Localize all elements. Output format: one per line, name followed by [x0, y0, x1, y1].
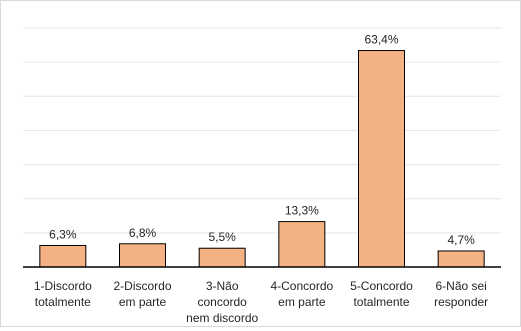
category-label-line: em parte: [119, 295, 167, 309]
category-label-line: 3-Não: [206, 279, 239, 293]
category-label-line: 5-Concordo: [350, 279, 413, 293]
category-label-line: concordo: [197, 295, 247, 309]
bar-chart: 6,3% 6,8% 5,5% 13,3% 63,4% 4,7% 1-Discordo tot…: [23, 27, 501, 325]
data-label-3: 5,5%: [208, 230, 236, 244]
bar-4: [278, 221, 326, 268]
category-label-line: nem discordo: [186, 311, 258, 325]
category-label-line: em parte: [278, 295, 326, 309]
category-label-5: 5-Concordo totalmente: [350, 279, 413, 309]
bars: [39, 50, 485, 268]
bar-5: [358, 50, 405, 268]
category-label-line: 1-Discordo: [34, 279, 92, 293]
data-label-4: 13,3%: [285, 204, 319, 218]
bar-2: [119, 243, 166, 268]
data-label-1: 6,3%: [49, 227, 77, 241]
data-labels: 6,3% 6,8% 5,5% 13,3% 63,4% 4,7%: [49, 33, 475, 247]
data-label-5: 63,4%: [364, 33, 398, 47]
category-label-6: 6-Não sei responder: [434, 279, 488, 309]
category-label-line: totalmente: [353, 295, 409, 309]
data-label-2: 6,8%: [129, 226, 157, 240]
bar-6: [437, 250, 485, 268]
category-label-4: 4-Concordo em parte: [270, 279, 333, 309]
category-label-line: 6-Não sei: [435, 279, 486, 293]
category-labels: 1-Discordo totalmente 2-Discordo em parte 3-…: [34, 279, 488, 325]
category-label-line: totalmente: [35, 295, 91, 309]
data-label-6: 4,7%: [447, 233, 475, 247]
category-label-3: 3-Não concordo nem discordo: [186, 279, 258, 325]
bar-3: [198, 247, 246, 268]
category-label-2: 2-Discordo em parte: [113, 279, 171, 309]
bar-1: [39, 244, 87, 268]
category-label-1: 1-Discordo totalmente: [34, 279, 92, 309]
gridlines: [23, 27, 501, 234]
category-label-line: 2-Discordo: [113, 279, 171, 293]
category-label-line: responder: [434, 295, 488, 309]
category-label-line: 4-Concordo: [270, 279, 333, 293]
